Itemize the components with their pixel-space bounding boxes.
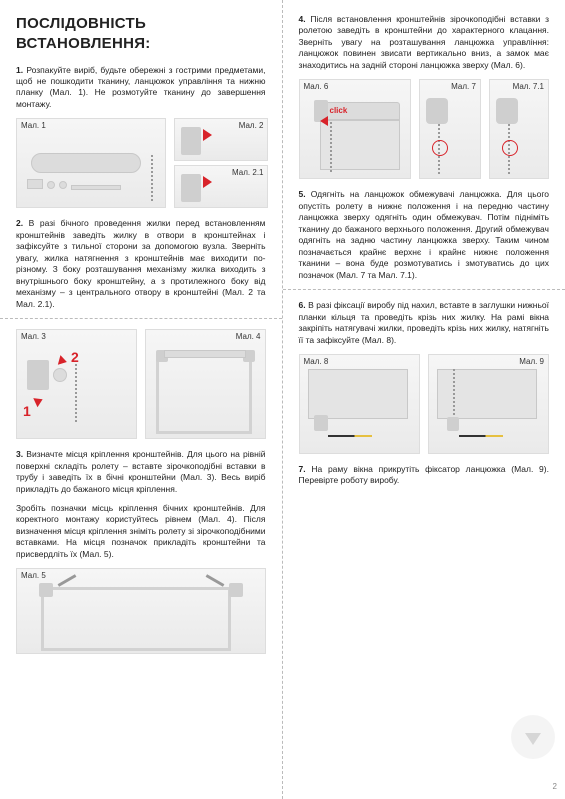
figure-3: Мал. 3 1 2 (16, 329, 137, 439)
step-5-text: Одягніть на ланцюжок обмежувачі ланцюжка… (299, 189, 550, 279)
figure-6: Мал. 6 click (299, 79, 412, 179)
fig-row-1: Мал. 1 Мал. 2 Мал. 2.1 (16, 118, 266, 208)
fig-row-4: Мал. 6 click Мал. 7 Мал. 7.1 (299, 79, 550, 179)
fig-row-5: Мал. 8 Мал. 9 (299, 354, 550, 454)
figure-8-label: Мал. 8 (304, 357, 329, 368)
figure-5-label: Мал. 5 (21, 571, 46, 582)
figure-2-group: Мал. 2 Мал. 2.1 (174, 118, 269, 208)
figure-4-label: Мал. 4 (236, 332, 261, 343)
figure-8: Мал. 8 (299, 354, 420, 454)
figure-2: Мал. 2 (174, 118, 269, 161)
step-5: 5. Одягніть на ланцюжок обмежувачі ланцю… (299, 189, 550, 281)
page-number: 2 (553, 782, 557, 793)
figure-7-1-label: Мал. 7.1 (513, 82, 544, 93)
figure-5: Мал. 5 (16, 568, 266, 654)
figure-7-label: Мал. 7 (451, 82, 476, 93)
figure-2-label: Мал. 2 (239, 121, 264, 132)
figure-2-1: Мал. 2.1 (174, 165, 269, 208)
red-num-1: 1 (23, 402, 31, 421)
figure-1: Мал. 1 (16, 118, 166, 208)
step-2-text: В разі бічного проведення жилки перед вс… (16, 218, 266, 308)
step-6-text: В разі фіксації виробу під нахил, вставт… (299, 300, 550, 344)
red-num-2: 2 (71, 348, 79, 367)
step-3b: Зробіть позначки місць кріплення бічних … (16, 503, 266, 560)
step-7-num: 7. (299, 464, 306, 474)
figure-7: Мал. 7 (419, 79, 481, 179)
fig-row-3: Мал. 5 (16, 568, 266, 654)
figure-1-label: Мал. 1 (21, 121, 46, 132)
step-1-num: 1. (16, 65, 23, 75)
step-5-num: 5. (299, 189, 306, 199)
step-4-text: Після встановлення кронштейнів зірочкопо… (299, 14, 550, 70)
left-column: ПОСЛІДОВНІСТЬ ВСТАНОВЛЕННЯ: 1. Розпакуйт… (0, 0, 283, 799)
divider-left (0, 318, 282, 319)
page-title: ПОСЛІДОВНІСТЬ ВСТАНОВЛЕННЯ: (16, 14, 266, 55)
click-label: click (330, 106, 348, 117)
step-3a-text: Визначте місця кріплення кронштейнів. Дл… (16, 449, 266, 493)
figure-9-label: Мал. 9 (519, 357, 544, 368)
figure-4: Мал. 4 (145, 329, 266, 439)
step-1-text: Розпакуйте виріб, будьте обережні з гост… (16, 65, 266, 109)
step-3a: 3. Визначте місця кріплення кронштейнів.… (16, 449, 266, 495)
figure-9: Мал. 9 (428, 354, 549, 454)
step-6-num: 6. (299, 300, 306, 310)
figure-3-label: Мал. 3 (21, 332, 46, 343)
figure-6-label: Мал. 6 (304, 82, 329, 93)
step-2: 2. В разі бічного проведення жилки перед… (16, 218, 266, 310)
right-column: 4. Після встановлення кронштейнів зірочк… (283, 0, 565, 799)
divider-right (283, 289, 565, 290)
step-7: 7. На раму вікна прикрутіть фіксатор лан… (299, 464, 550, 487)
step-4: 4. Після встановлення кронштейнів зірочк… (299, 14, 550, 71)
watermark-icon (511, 715, 555, 759)
step-1: 1. Розпакуйте виріб, будьте обережні з г… (16, 65, 266, 111)
step-6: 6. В разі фіксації виробу під нахил, вст… (299, 300, 550, 346)
step-3-num: 3. (16, 449, 23, 459)
step-4-num: 4. (299, 14, 306, 24)
fig-row-2: Мал. 3 1 2 Мал. 4 (16, 329, 266, 439)
figure-2-1-label: Мал. 2.1 (232, 168, 263, 179)
figure-7-1: Мал. 7.1 (489, 79, 549, 179)
step-7-text: На раму вікна прикрутіть фіксатор ланцюж… (299, 464, 549, 485)
step-2-num: 2. (16, 218, 23, 228)
